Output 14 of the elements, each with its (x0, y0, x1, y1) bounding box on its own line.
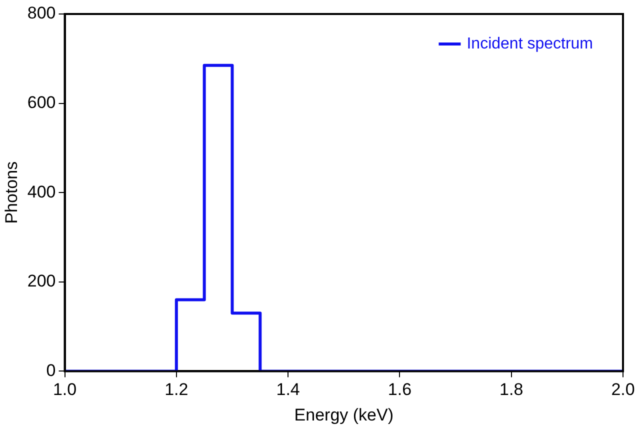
y-tick-label: 400 (27, 182, 56, 202)
legend-label: Incident spectrum (466, 35, 593, 52)
x-tick-label: 1.4 (276, 380, 300, 400)
y-tick-label: 600 (27, 92, 56, 112)
y-axis-title: Photons (2, 161, 21, 224)
x-tick-label: 1.8 (500, 380, 524, 400)
x-tick-label: 1.0 (52, 380, 77, 400)
y-tick-label: 800 (27, 4, 56, 23)
y-tick-label: 0 (46, 360, 56, 380)
x-tick-label: 2.0 (611, 380, 635, 400)
x-axis-title: Energy (keV) (294, 405, 394, 424)
y-tick-label: 200 (27, 272, 56, 291)
x-tick-label: 1.2 (164, 380, 188, 400)
x-tick-label: 1.6 (388, 380, 412, 400)
